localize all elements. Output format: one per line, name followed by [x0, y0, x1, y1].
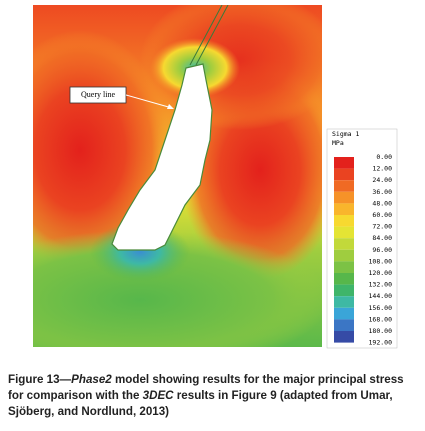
legend-label: 84.00 [372, 234, 392, 242]
legend-label: 192.00 [369, 339, 393, 347]
legend-label: 60.00 [372, 211, 392, 219]
legend-swatch [334, 203, 354, 215]
legend-swatch [334, 238, 354, 250]
legend-title: Sigma 1 [332, 130, 359, 138]
legend-swatch [334, 215, 354, 227]
caption-italic: 3DEC [142, 389, 174, 402]
legend-label: 132.00 [369, 281, 393, 289]
contour-plot [33, 5, 322, 347]
legend-label: 168.00 [369, 315, 393, 323]
legend-swatch [334, 284, 354, 297]
legend-swatch [334, 226, 354, 239]
legend-swatch [334, 168, 354, 181]
annotation: Query line [81, 90, 115, 99]
legend-label: 156.00 [369, 304, 393, 312]
caption-text: model showing results for the major prin… [8, 373, 404, 402]
legend-label: 180.00 [369, 327, 393, 335]
legend-swatch [334, 249, 354, 262]
legend-label: 120.00 [369, 269, 393, 277]
legend-swatch [334, 157, 354, 169]
legend-unit: MPa [332, 139, 344, 147]
legend-label: 96.00 [372, 246, 392, 254]
legend-label: 108.00 [369, 257, 393, 265]
arrow-head [167, 104, 174, 109]
arrow [125, 94, 173, 109]
legend-label: 12.00 [372, 165, 392, 173]
legend-swatch [334, 180, 354, 192]
legend-swatch [334, 319, 354, 331]
caption-text: results in Figure 9 (adapted from Umar, … [8, 389, 393, 418]
legend-swatch [334, 191, 354, 204]
legend-label: 24.00 [372, 176, 392, 184]
legend-label: 36.00 [372, 188, 392, 196]
legend-swatch [334, 296, 354, 308]
legend-label: 48.00 [372, 199, 392, 207]
legend-label: 72.00 [372, 223, 392, 231]
caption-label: Figure 13— [8, 373, 72, 386]
legend-label: 144.00 [369, 292, 393, 300]
legend-label: 0.00 [376, 153, 392, 161]
legend-swatch [334, 261, 354, 273]
legend-swatch [334, 273, 354, 285]
caption: Figure 13—Phase2 model showing results f… [8, 372, 420, 420]
caption-italic: Phase2 [71, 373, 112, 386]
plot: Query line Sigma 1 MPa 0.00 12.00 24.00 36.… [33, 5, 398, 349]
excavation [111, 63, 213, 251]
legend-swatch [334, 331, 354, 343]
legend-swatch [334, 307, 354, 320]
